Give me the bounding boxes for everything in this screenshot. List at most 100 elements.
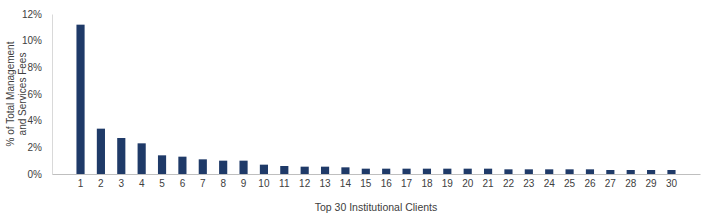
bars [76,25,675,174]
x-tick-label: 21 [483,178,495,189]
x-tick-label: 8 [220,178,226,189]
bar [301,167,309,174]
x-axis-title: Top 30 Institutional Clients [315,201,438,213]
bar [341,167,349,174]
y-axis-title-line: and Services Fees [17,53,28,136]
x-tick-label: 22 [503,178,515,189]
bar [647,170,655,174]
bar [199,159,207,174]
x-tick: 20 [462,174,474,189]
bar [566,169,574,174]
x-tick-label: 17 [401,178,413,189]
bar [606,170,614,174]
x-tick-label: 15 [360,178,372,189]
bar [219,161,227,174]
x-tick: 6 [180,174,186,189]
bar [586,169,594,174]
bar [402,169,410,174]
x-tick-label: 26 [584,178,596,189]
x-tick-label: 23 [523,178,535,189]
x-tick-label: 13 [319,178,331,189]
x-tick-label: 24 [544,178,556,189]
x-tick: 16 [381,174,393,189]
x-tick-label: 20 [462,178,474,189]
y-axis-line [52,15,53,175]
bar [504,169,512,174]
x-tick: 8 [220,174,226,189]
x-tick-label: 14 [340,178,352,189]
y-tick-label: 8% [28,62,43,73]
y-axis-title: % of Total Managementand Services Fees [5,41,28,146]
x-tick: 24 [544,174,556,189]
x-tick-label: 10 [258,178,270,189]
x-tick: 9 [241,174,247,189]
y-tick: 4% [28,115,52,126]
bar [443,169,451,174]
x-tick-label: 2 [98,178,104,189]
x-tick-label: 12 [299,178,311,189]
bar [484,169,492,174]
y-tick: 6% [28,89,52,100]
x-tick-label: 27 [605,178,617,189]
y-tick: 0% [28,169,52,180]
bar [667,170,675,174]
x-tick-label: 11 [279,178,290,189]
x-tick-label: 18 [421,178,433,189]
x-tick: 13 [319,174,331,189]
x-tick: 15 [360,174,372,189]
x-tick-label: 19 [442,178,454,189]
x-tick-label: 5 [159,178,165,189]
x-tick: 21 [483,174,495,189]
x-tick-label: 6 [180,178,186,189]
x-tick-label: 29 [646,178,658,189]
bar [178,157,186,174]
x-tick: 1 [78,174,84,189]
y-tick: 10% [22,35,52,46]
bar [138,143,146,174]
bar [321,167,329,174]
x-tick: 28 [625,174,637,189]
x-tick: 30 [666,174,678,189]
x-tick: 23 [523,174,535,189]
bar [76,25,84,174]
y-tick-label: 12% [22,9,42,20]
bar [627,170,635,174]
x-tick: 10 [258,174,270,189]
x-tick: 17 [401,174,413,189]
x-tick-label: 1 [78,178,84,189]
x-tick: 22 [503,174,515,189]
x-tick: 29 [646,174,658,189]
x-tick: 14 [340,174,352,189]
x-tick-label: 9 [241,178,247,189]
x-tick: 7 [200,174,206,189]
bar [158,155,166,174]
x-tick: 27 [605,174,617,189]
x-tick-label: 4 [139,178,145,189]
x-tick-label: 25 [564,178,576,189]
y-tick: 8% [28,62,52,73]
bar [525,169,533,174]
bar [545,169,553,174]
x-axis-line [53,174,701,175]
bar [464,169,472,174]
x-tick-label: 16 [381,178,393,189]
x-tick: 4 [139,174,145,189]
bar [382,169,390,174]
x-tick: 12 [299,174,311,189]
x-tick-label: 7 [200,178,206,189]
y-axis-title-line: % of Total Management [5,41,16,146]
y-tick-label: 6% [28,89,43,100]
bar [117,138,125,174]
x-tick-label: 28 [625,178,637,189]
bar [260,165,268,174]
bar [280,166,288,174]
x-tick: 2 [98,174,104,189]
bar [362,169,370,174]
x-tick: 26 [584,174,596,189]
x-tick: 3 [119,174,125,189]
x-tick: 11 [279,174,290,189]
y-tick-label: 0% [28,169,43,180]
y-tick-label: 4% [28,115,43,126]
y-tick-label: 10% [22,35,42,46]
x-tick: 5 [159,174,165,189]
